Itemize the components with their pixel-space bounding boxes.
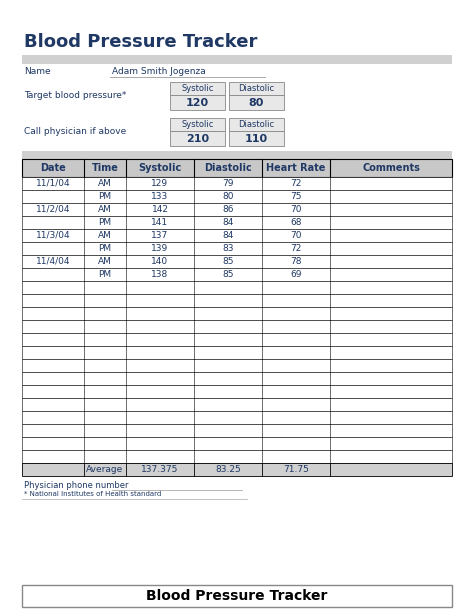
Text: Target blood pressure*: Target blood pressure* <box>24 91 127 101</box>
Text: Date: Date <box>40 163 66 173</box>
Text: 69: 69 <box>290 270 302 279</box>
Text: Blood Pressure Tracker: Blood Pressure Tracker <box>24 33 257 51</box>
Bar <box>229 95 284 110</box>
Bar <box>22 216 452 229</box>
Bar <box>22 424 452 437</box>
Text: 78: 78 <box>290 257 302 266</box>
Bar <box>229 118 284 131</box>
Text: PM: PM <box>99 218 111 227</box>
Text: AM: AM <box>98 231 112 240</box>
Bar <box>170 118 225 131</box>
Text: 71.75: 71.75 <box>283 465 309 474</box>
Text: 86: 86 <box>222 205 234 214</box>
Text: 11/4/04: 11/4/04 <box>36 257 70 266</box>
Bar <box>22 333 452 346</box>
Text: 75: 75 <box>290 192 302 201</box>
Text: Time: Time <box>91 163 118 173</box>
Text: 84: 84 <box>222 218 234 227</box>
Bar <box>22 437 452 450</box>
Bar <box>22 159 452 177</box>
Text: Physician phone number: Physician phone number <box>24 481 128 490</box>
Bar <box>22 398 452 411</box>
Text: Call physician if above: Call physician if above <box>24 128 126 137</box>
Text: 137: 137 <box>151 231 169 240</box>
Bar <box>22 190 452 203</box>
Bar <box>22 281 452 294</box>
Text: 83.25: 83.25 <box>215 465 241 474</box>
Bar <box>170 82 225 95</box>
Text: * National Institutes of Health standard: * National Institutes of Health standard <box>24 491 161 497</box>
Text: AM: AM <box>98 205 112 214</box>
Text: 141: 141 <box>151 218 169 227</box>
Text: 129: 129 <box>151 179 169 188</box>
Text: 80: 80 <box>222 192 234 201</box>
Bar <box>22 151 452 159</box>
Text: 11/1/04: 11/1/04 <box>36 179 70 188</box>
Bar <box>229 131 284 146</box>
Text: PM: PM <box>99 244 111 253</box>
Text: 79: 79 <box>222 179 234 188</box>
Text: Systolic: Systolic <box>182 120 214 129</box>
Text: 142: 142 <box>152 205 168 214</box>
Text: 120: 120 <box>186 97 209 107</box>
Bar <box>22 55 452 64</box>
Text: 84: 84 <box>222 231 234 240</box>
Text: Diastolic: Diastolic <box>204 163 252 173</box>
Text: Systolic: Systolic <box>138 163 182 173</box>
Text: Blood Pressure Tracker: Blood Pressure Tracker <box>146 589 328 603</box>
Text: AM: AM <box>98 257 112 266</box>
Text: Heart Rate: Heart Rate <box>266 163 326 173</box>
Bar <box>22 385 452 398</box>
Text: 83: 83 <box>222 244 234 253</box>
Bar <box>170 131 225 146</box>
Text: 85: 85 <box>222 257 234 266</box>
Text: Systolic: Systolic <box>182 84 214 93</box>
Text: 85: 85 <box>222 270 234 279</box>
Text: 138: 138 <box>151 270 169 279</box>
Text: 133: 133 <box>151 192 169 201</box>
Text: Average: Average <box>86 465 124 474</box>
Text: 72: 72 <box>290 244 301 253</box>
Text: 210: 210 <box>186 134 209 143</box>
Text: 11/2/04: 11/2/04 <box>36 205 70 214</box>
Bar <box>22 242 452 255</box>
Text: PM: PM <box>99 192 111 201</box>
Bar <box>22 177 452 190</box>
Bar <box>22 307 452 320</box>
Text: 70: 70 <box>290 205 302 214</box>
Bar <box>22 411 452 424</box>
Text: 140: 140 <box>151 257 169 266</box>
Bar <box>22 294 452 307</box>
Bar <box>22 229 452 242</box>
Text: 137.375: 137.375 <box>141 465 179 474</box>
Text: 11/3/04: 11/3/04 <box>36 231 70 240</box>
Text: 139: 139 <box>151 244 169 253</box>
Text: 80: 80 <box>249 97 264 107</box>
Text: Diastolic: Diastolic <box>238 84 274 93</box>
Bar <box>22 585 452 607</box>
Bar <box>22 255 452 268</box>
Text: 68: 68 <box>290 218 302 227</box>
Text: 110: 110 <box>245 134 268 143</box>
Bar <box>22 268 452 281</box>
Bar <box>22 346 452 359</box>
Text: AM: AM <box>98 179 112 188</box>
Text: Comments: Comments <box>362 163 420 173</box>
Text: Adam Smith Jogenza: Adam Smith Jogenza <box>112 67 206 77</box>
Text: Diastolic: Diastolic <box>238 120 274 129</box>
Text: Name: Name <box>24 67 51 77</box>
Bar <box>170 95 225 110</box>
Text: PM: PM <box>99 270 111 279</box>
Bar <box>22 372 452 385</box>
Bar <box>22 203 452 216</box>
Bar <box>22 450 452 463</box>
Bar <box>22 463 452 476</box>
Bar <box>22 359 452 372</box>
Bar <box>22 320 452 333</box>
Text: 70: 70 <box>290 231 302 240</box>
Text: 72: 72 <box>290 179 301 188</box>
Bar <box>229 82 284 95</box>
